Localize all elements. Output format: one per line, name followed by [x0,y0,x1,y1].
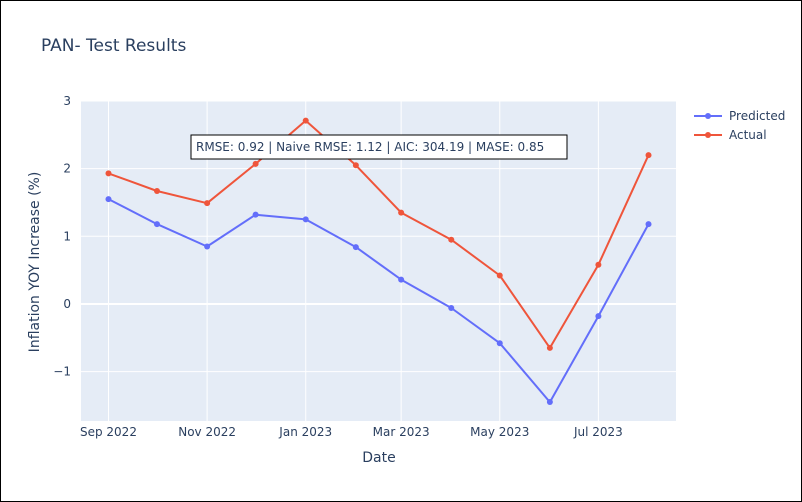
legend-item-actual[interactable]: Actual [694,128,767,142]
data-point-actual [546,344,553,351]
data-point-predicted [105,196,112,203]
y-tick-label: 3 [63,94,71,108]
data-point-predicted [448,305,455,312]
y-axis-title: Inflation YOY Increase (%) [27,172,43,353]
data-point-actual [496,272,503,279]
data-point-predicted [645,221,652,228]
annotation-text: RMSE: 0.92 | Naive RMSE: 1.12 | AIC: 304… [196,140,544,154]
series-line-actual [108,119,650,349]
series-predicted [105,196,652,406]
x-axis-title: Date [362,450,395,466]
x-tick-label: Sep 2022 [80,425,137,439]
x-axis-ticks: Sep 2022 Nov 2022 Jan 2023 Mar 2023 May 2023… [80,425,623,439]
x-tick-label: Jul 2023 [573,425,623,439]
data-point-predicted [302,216,309,223]
series-actual [105,117,652,351]
data-point-predicted [546,399,553,406]
data-point-predicted [252,211,259,218]
legend: Predicted Actual [694,109,785,142]
y-tick-label: 2 [63,162,71,176]
data-point-actual [204,200,211,207]
legend-label: Predicted [729,109,785,123]
x-tick-label: Jan 2023 [278,425,332,439]
x-tick-label: Mar 2023 [373,425,430,439]
x-tick-label: May 2023 [470,425,529,439]
data-point-predicted [204,243,211,250]
legend-label: Actual [729,128,767,142]
legend-item-predicted[interactable]: Predicted [694,109,785,123]
data-point-actual [153,187,160,194]
data-point-actual [595,261,602,268]
data-point-actual [398,209,405,216]
data-point-actual [252,160,259,167]
data-point-predicted [595,313,602,320]
annotation-box [190,134,568,160]
series-layer [105,117,652,406]
y-tick-label: 0 [63,297,71,311]
series-line-predicted [108,198,650,404]
data-point-predicted [352,244,359,251]
data-point-actual [352,162,359,169]
legend-swatch-marker [705,132,711,138]
data-point-predicted [398,276,405,283]
data-point-actual [448,236,455,243]
y-axis-ticks: 3 2 1 0 −1 [53,94,71,379]
chart-title: PAN- Test Results [41,36,186,56]
x-tick-label: Nov 2022 [178,425,236,439]
data-point-predicted [496,340,503,347]
metrics-annotation: RMSE: 0.92 | Naive RMSE: 1.12 | AIC: 304… [190,134,568,160]
data-point-actual [645,152,652,159]
y-tick-label: −1 [53,365,71,379]
legend-swatch-marker [705,113,711,119]
data-point-predicted [153,221,160,228]
data-point-actual [105,170,112,177]
data-point-actual [302,117,309,124]
y-tick-label: 1 [63,229,71,243]
